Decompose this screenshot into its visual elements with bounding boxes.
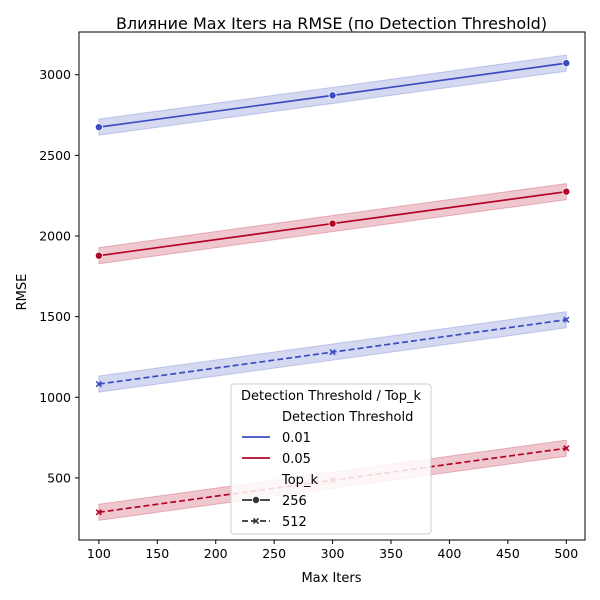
- y-tick-label: 3000: [39, 67, 71, 82]
- y-tick-label: 1000: [39, 390, 71, 405]
- legend-marker-topk-512: [252, 517, 260, 525]
- data-point-0.01-512-100: [95, 380, 103, 388]
- legend-label-topk-256: 256: [282, 494, 307, 509]
- y-tick-label: 2000: [39, 229, 71, 244]
- x-tick-label: 350: [379, 546, 403, 561]
- legend: Detection Threshold / Top_k Detection Thr…: [230, 383, 432, 535]
- legend-title: Detection Threshold / Top_k: [241, 389, 421, 404]
- x-tick-label: 400: [438, 546, 462, 561]
- axis-ticks: 100 150 200 250 300 350 400 450 500 500 1000 1500 20…: [39, 67, 578, 561]
- data-point-0.01-256-100: [94, 123, 103, 132]
- x-axis-label: Max Iters: [301, 571, 361, 586]
- data-point-0.01-512-500: [563, 316, 570, 323]
- legend-marker-topk-256: [251, 495, 260, 504]
- x-tick-label: 450: [496, 546, 520, 561]
- legend-label-topk-512: 512: [282, 515, 307, 530]
- legend-label-threshold-0.01: 0.01: [282, 431, 311, 446]
- plot-frame: [78, 31, 586, 541]
- chart-title: Влияние Max Iters на RMSE (по Detection …: [116, 14, 547, 33]
- data-point-0.01-256-300: [328, 91, 337, 100]
- x-tick-label: 300: [321, 546, 345, 561]
- data-point-0.01-512-300: [329, 348, 336, 356]
- data-point-0.05-256-100: [94, 251, 103, 260]
- y-tick-label: 1500: [39, 309, 71, 324]
- x-tick-label: 500: [554, 546, 578, 561]
- legend-box: [230, 383, 432, 535]
- y-tick-label: 2500: [39, 148, 71, 163]
- data-point-0.01-256-500: [562, 59, 571, 68]
- legend-label-threshold-0.05: 0.05: [282, 452, 311, 467]
- x-tick-label: 250: [262, 546, 286, 561]
- legend-topk-header: Top_k: [281, 473, 318, 488]
- legend-threshold-header: Detection Threshold: [282, 410, 413, 425]
- y-axis-label: RMSE: [15, 274, 30, 311]
- x-tick-label: 150: [145, 546, 169, 561]
- x-tick-label: 100: [87, 546, 111, 561]
- data-point-0.05-512-100: [95, 509, 103, 516]
- y-tick-label: 500: [47, 470, 71, 485]
- data-point-0.05-256-500: [562, 187, 571, 196]
- x-tick-label: 200: [204, 546, 228, 561]
- data-point-0.05-512-500: [563, 445, 570, 452]
- data-point-0.05-256-300: [328, 219, 337, 228]
